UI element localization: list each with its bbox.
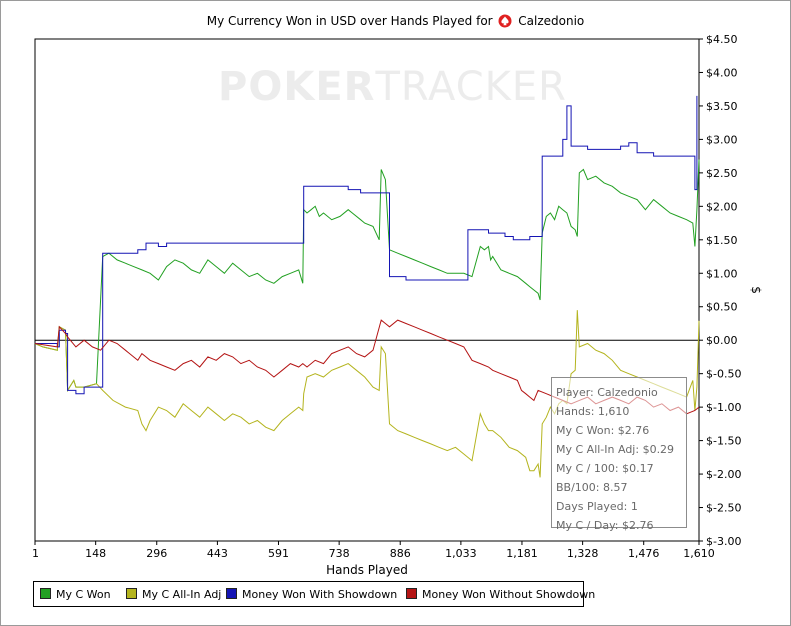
plot-area-border [34,38,700,542]
legend-label: Money Won With Showdown [242,588,398,601]
legend-label: Money Won Without Showdown [422,588,596,601]
legend-swatch [226,588,237,599]
y-tick-label: $1.50 [706,234,738,247]
legend-label: My C Won [56,588,111,601]
watermark-part1: POKER [218,64,376,110]
y-tick-label: $-1.00 [706,401,741,414]
tooltip-perday: My C / Day: $2.76 [556,519,654,532]
x-tick-label: 1,181 [506,547,538,560]
x-tick-label: 443 [207,547,228,560]
x-axis-title: Hands Played [326,563,408,577]
legend-swatch [40,588,51,599]
x-tick-label: 738 [329,547,350,560]
legend-swatch [406,588,417,599]
chart-title-player: Calzedonio [518,14,585,28]
tooltip-bb100: BB/100: 8.57 [556,481,628,494]
chart-title: My Currency Won in USD over Hands Played… [0,14,791,28]
x-tick-label: 148 [85,547,106,560]
x-tick-label: 1,328 [567,547,599,560]
tooltip-won: My C Won: $2.76 [556,424,650,437]
tooltip-player: Player: Calzedonio [556,386,658,399]
legend-item-my-c-won[interactable]: My C Won [40,588,111,601]
stats-tooltip: Player: Calzedonio Hands: 1,610 My C Won… [551,377,687,532]
y-tick-label: $3.50 [706,100,738,113]
chart-legend: My C Won My C All-In Adj Money Won With … [33,581,595,607]
y-tick-label: $2.00 [706,200,738,213]
y-tick-label: $-3.00 [706,535,741,548]
y-tick-label: $-2.50 [706,502,741,515]
y-tick-label: $3.00 [706,133,738,146]
legend-item-all-in-adj[interactable]: My C All-In Adj [126,588,221,601]
y-tick-label: $2.50 [706,167,738,180]
watermark-part2: TRACKER [375,64,567,110]
spade-icon [498,14,512,28]
x-tick-label: 1,610 [683,547,715,560]
y-tick-label: $1.00 [706,267,738,280]
y-tick-label: $4.00 [706,66,738,79]
series-line-0 [34,159,700,393]
legend-swatch [126,588,137,599]
series-line-1 [34,310,700,478]
tooltip-allin: My C All-In Adj: $0.29 [556,443,675,456]
y-tick-label: $-2.00 [706,468,741,481]
x-tick-label: 886 [390,547,411,560]
tooltip-days: Days Played: 1 [556,500,638,513]
legend-item-with-showdown[interactable]: Money Won With Showdown [226,588,397,601]
pokertracker-watermark: POKERTRACKER [218,64,567,110]
y-tick-label: $0.50 [706,301,738,314]
x-tick-label: 296 [146,547,167,560]
y-tick-label: $-0.50 [706,368,741,381]
legend-label: My C All-In Adj [142,588,222,601]
x-tick-label: 1,033 [445,547,477,560]
y-axis-title: $ [749,286,763,294]
series-line-2 [35,95,698,395]
legend-item-without-showdown[interactable]: Money Won Without Showdown [406,588,595,601]
tooltip-per100: My C / 100: $0.17 [556,462,654,475]
tooltip-hands: Hands: 1,610 [556,405,630,418]
y-tick-label: $0.00 [706,334,738,347]
x-tick-label: 1,476 [628,547,660,560]
x-tick-label: 591 [268,547,289,560]
chart-title-prefix: My Currency Won in USD over Hands Played… [206,14,493,28]
y-tick-label: $4.50 [706,33,738,46]
x-tick-label: 1 [32,547,39,560]
y-tick-label: $-1.50 [706,435,741,448]
